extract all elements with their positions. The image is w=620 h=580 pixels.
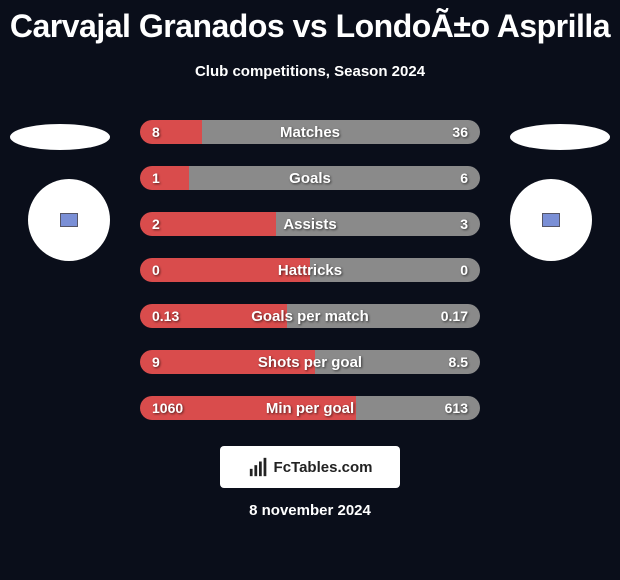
stat-value-right: 6 <box>460 170 468 186</box>
stat-value-left: 1 <box>152 170 160 186</box>
stat-value-right: 0 <box>460 262 468 278</box>
stat-value-left: 9 <box>152 354 160 370</box>
player-club-left <box>28 179 110 261</box>
footer-date: 8 november 2024 <box>249 502 371 519</box>
stat-label: Hattricks <box>278 262 342 279</box>
stat-row: 8 36 Matches <box>140 120 480 144</box>
stat-value-right: 613 <box>445 400 468 416</box>
stat-value-right: 8.5 <box>449 354 468 370</box>
stat-label: Shots per goal <box>258 354 362 371</box>
stat-value-right: 3 <box>460 216 468 232</box>
stat-value-left: 2 <box>152 216 160 232</box>
stat-row: 2 3 Assists <box>140 212 480 236</box>
stat-bar-left <box>140 212 276 236</box>
stat-label: Matches <box>280 124 340 141</box>
stat-bar-left <box>140 120 202 144</box>
subtitle: Club competitions, Season 2024 <box>0 63 620 80</box>
stats-container: 8 36 Matches 1 6 Goals 2 3 Assists 0 0 Hattricks 0.1… <box>0 120 620 420</box>
stat-row: 9 8.5 Shots per goal <box>140 350 480 374</box>
stat-label: Assists <box>283 216 336 233</box>
page-title: Carvajal Granados vs LondoÃ±o Asprilla <box>0 0 620 45</box>
stat-value-left: 1060 <box>152 400 183 416</box>
chart-icon <box>248 456 270 478</box>
stat-bar-right <box>189 166 480 190</box>
stat-label: Goals <box>289 170 331 187</box>
stat-bar-right <box>202 120 480 144</box>
player-flag-right <box>510 124 610 150</box>
stat-label: Min per goal <box>266 400 354 417</box>
stat-row: 1 6 Goals <box>140 166 480 190</box>
footer-logo: FcTables.com <box>220 446 400 488</box>
stat-row: 0 0 Hattricks <box>140 258 480 282</box>
club-badge-icon <box>60 213 78 227</box>
stat-label: Goals per match <box>251 308 369 325</box>
stat-bar-left <box>140 166 189 190</box>
stat-row: 1060 613 Min per goal <box>140 396 480 420</box>
player-club-right <box>510 179 592 261</box>
club-badge-icon <box>542 213 560 227</box>
stat-value-left: 0.13 <box>152 308 179 324</box>
stat-value-left: 8 <box>152 124 160 140</box>
footer-logo-text: FcTables.com <box>274 459 373 476</box>
stat-value-right: 36 <box>452 124 468 140</box>
stat-value-right: 0.17 <box>441 308 468 324</box>
stat-row: 0.13 0.17 Goals per match <box>140 304 480 328</box>
player-flag-left <box>10 124 110 150</box>
stat-value-left: 0 <box>152 262 160 278</box>
